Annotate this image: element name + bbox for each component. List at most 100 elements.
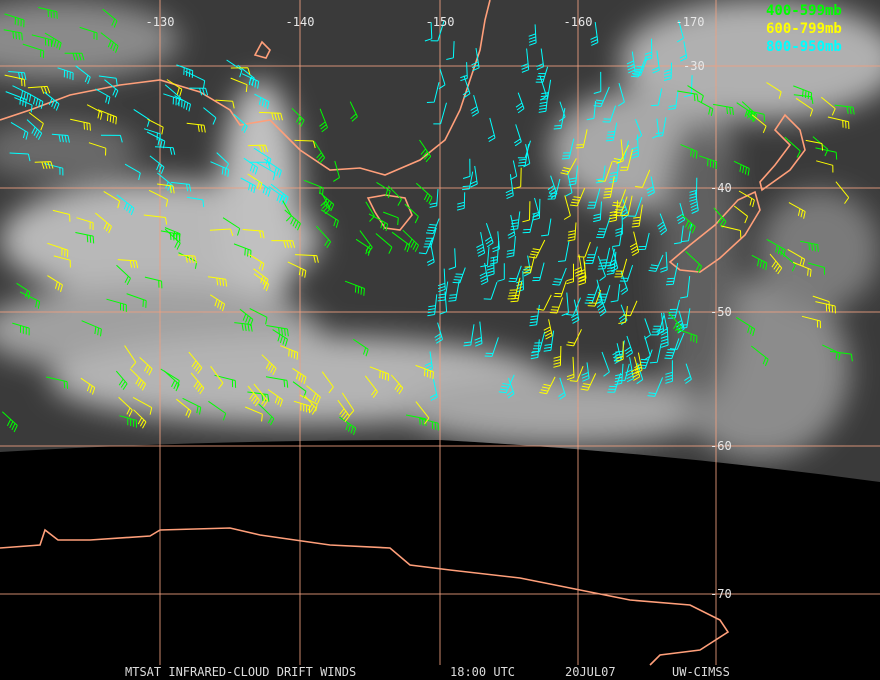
- wind-barb: [652, 50, 660, 74]
- wind-barb: [634, 352, 643, 374]
- wind-barb: [747, 110, 765, 122]
- wind-barb: [506, 377, 515, 399]
- wind-barb: [510, 281, 523, 303]
- wind-barb: [608, 247, 619, 273]
- wind-barb: [751, 254, 768, 271]
- wind-barb: [390, 374, 404, 395]
- wind-barb: [95, 88, 111, 105]
- wind-barb: [267, 389, 283, 407]
- wind-barb: [258, 403, 275, 426]
- wind-barb: [234, 322, 253, 332]
- wind-barb: [680, 144, 698, 159]
- wind-barb: [470, 165, 478, 188]
- wind-barb: [38, 7, 58, 19]
- wind-barb: [98, 75, 118, 86]
- wind-barb: [452, 267, 466, 284]
- wind-barb: [766, 238, 786, 257]
- wind-barb: [423, 227, 437, 248]
- wind-barb: [207, 276, 228, 287]
- wind-barb: [788, 202, 806, 219]
- wind-barb: [736, 316, 756, 337]
- wind-barb: [543, 319, 553, 340]
- wind-barbs: [1, 7, 855, 436]
- wind-barb: [486, 257, 495, 277]
- wind-barb: [665, 262, 679, 286]
- wind-barb: [751, 114, 767, 133]
- wind-barb: [86, 104, 103, 120]
- wind-barb: [349, 101, 358, 122]
- wind-barb: [304, 395, 317, 415]
- wind-barb: [603, 176, 615, 199]
- wind-barb: [635, 169, 651, 188]
- wind-barb: [713, 103, 734, 116]
- wind-barb: [3, 29, 23, 41]
- wind-barb: [553, 108, 566, 130]
- longitude-label: -150: [426, 15, 455, 29]
- wind-barb: [624, 335, 633, 358]
- latitude-label: -30: [683, 59, 705, 73]
- wind-barb: [593, 71, 602, 94]
- latitude-label: -50: [710, 305, 732, 319]
- wind-barb: [359, 230, 373, 254]
- wind-barb: [81, 320, 102, 337]
- wind-barb: [294, 254, 319, 263]
- legend-label: 400-599mb: [766, 3, 842, 19]
- wind-barb: [26, 119, 43, 140]
- wind-barb: [47, 275, 63, 293]
- wind-barb: [34, 161, 54, 169]
- wind-barb: [247, 173, 263, 191]
- wind-barb: [433, 102, 447, 125]
- wind-barb: [609, 200, 619, 223]
- wind-barb: [106, 298, 127, 312]
- wind-barb: [144, 276, 163, 289]
- wind-barb: [266, 325, 289, 337]
- wind-barb: [668, 91, 679, 110]
- wind-barb: [448, 280, 460, 302]
- wind-barb: [427, 294, 438, 317]
- wind-barb: [341, 392, 355, 417]
- wind-barb: [698, 155, 717, 170]
- wind-barb: [462, 171, 474, 191]
- wind-barb: [391, 231, 411, 253]
- wind-barb: [75, 232, 95, 244]
- wind-barb: [376, 181, 391, 199]
- wind-barb: [581, 362, 590, 382]
- wind-barb: [157, 183, 175, 194]
- wind-barb: [415, 182, 433, 205]
- wind-barb: [294, 139, 316, 149]
- wind-barb: [240, 177, 256, 194]
- wind-barb: [364, 375, 378, 398]
- wind-barb: [587, 289, 602, 307]
- wind-barb: [95, 212, 112, 234]
- wind-barb: [9, 152, 31, 162]
- wind-barb: [210, 294, 226, 312]
- wind-barb: [614, 258, 628, 278]
- wind-barb: [189, 87, 209, 96]
- wind-barb: [203, 107, 217, 125]
- wind-barb: [677, 90, 699, 102]
- wind-barb: [528, 239, 546, 259]
- wind-barb: [434, 322, 443, 344]
- footer-time: 18:00 UTC: [450, 665, 515, 679]
- wind-barb: [1, 411, 18, 433]
- wind-barb: [306, 385, 321, 404]
- wind-barb: [170, 181, 192, 192]
- wind-barb: [282, 200, 292, 222]
- wind-barb: [532, 262, 545, 282]
- wind-barb: [660, 251, 668, 273]
- wind-barb: [612, 224, 624, 247]
- wind-barb: [633, 57, 648, 76]
- wind-barb: [651, 314, 665, 336]
- wind-barb: [630, 134, 639, 159]
- wind-barb: [506, 236, 516, 258]
- wind-barb: [523, 143, 531, 168]
- wind-barb: [540, 79, 552, 100]
- wind-barb: [650, 88, 663, 107]
- wind-barb: [665, 360, 673, 384]
- wind-barb: [271, 240, 296, 248]
- wind-barb: [430, 20, 445, 42]
- wind-barb: [750, 345, 769, 367]
- wind-barb: [375, 233, 393, 254]
- wind-barb: [164, 84, 182, 105]
- wind-barb: [578, 257, 587, 282]
